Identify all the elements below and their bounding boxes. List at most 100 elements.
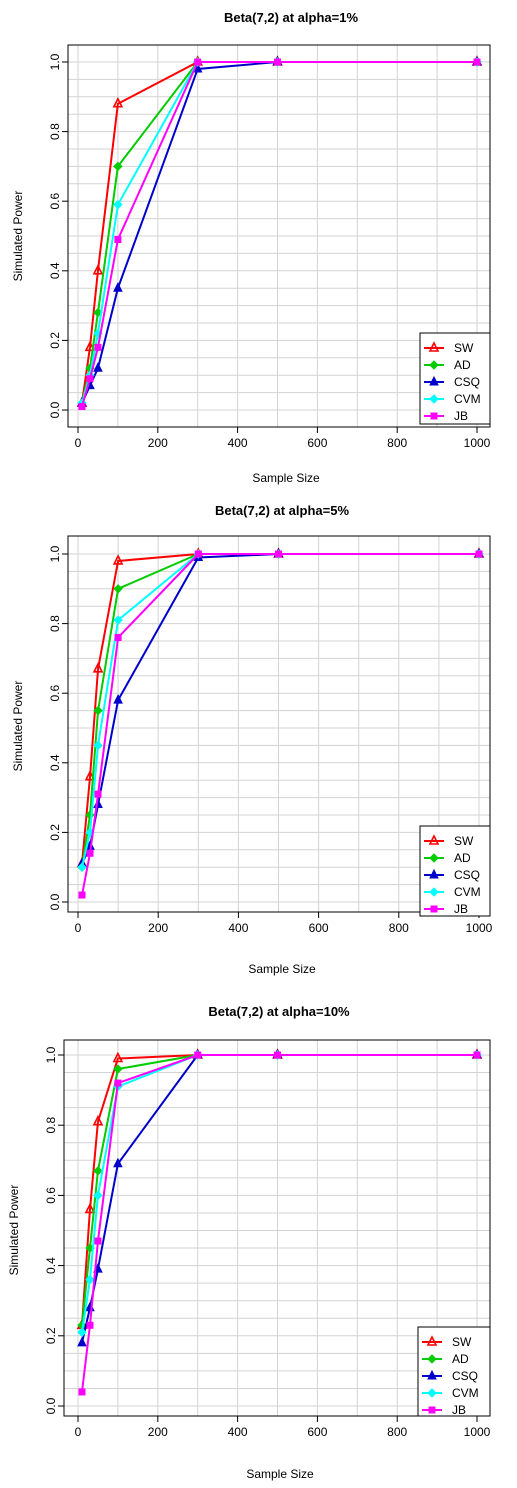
y-tick-label: 0.2 [48, 332, 62, 349]
data-point-cvm [113, 199, 123, 210]
y-tick-label: 0.0 [44, 1397, 58, 1414]
x-tick-label: 400 [228, 436, 248, 450]
data-point-jb [194, 1051, 202, 1059]
data-point-sw [92, 1114, 104, 1126]
legend-marker [429, 853, 439, 863]
y-tick-label: 0.8 [48, 615, 62, 632]
data-point-jb [86, 1321, 94, 1329]
legend-marker [429, 868, 439, 879]
legend-marker [427, 1369, 437, 1380]
legend-marker [429, 375, 439, 386]
legend-label: SW [452, 1335, 472, 1349]
data-point-jb [194, 58, 202, 66]
series-line-jb [81, 61, 477, 407]
y-tick-label: 0.8 [48, 123, 62, 140]
legend-item: AD [422, 1352, 469, 1366]
data-point-ad [93, 705, 103, 716]
data-point-sw [112, 554, 124, 565]
chart-title: Beta(7,2) at alpha=1% [224, 10, 358, 25]
x-tick-label: 800 [387, 1425, 407, 1439]
legend-marker [428, 834, 440, 845]
y-tick-label: 0.6 [48, 193, 62, 210]
plot-area: 0 200 400 600 800 1000 0.0 0.2 0.4 0.6 0.8 1.0 SW AD C… [44, 1039, 491, 1439]
series-jb [78, 1051, 481, 1396]
data-point-jb [86, 849, 94, 857]
y-tick-label: 0.0 [48, 401, 62, 418]
legend-label: AD [454, 851, 471, 865]
data-point-cvm [77, 862, 87, 872]
legend-label: CSQ [452, 1369, 478, 1383]
data-point-cvm [85, 1274, 95, 1285]
series-sw [76, 1048, 483, 1330]
data-point-jb [194, 550, 202, 558]
series-line-jb [81, 553, 479, 896]
series-line-cvm [81, 61, 477, 404]
x-tick-label: 800 [389, 921, 409, 935]
plot-area: 0 200 400 600 800 1000 0.0 0.2 0.4 0.6 0.8 1.0 SW AD C… [48, 44, 491, 450]
plot-area: 0 200 400 600 800 1000 0.0 0.2 0.4 0.6 0.8 1.0 SW AD C… [48, 535, 493, 935]
x-tick-label: 1000 [464, 1425, 491, 1439]
y-tick-label: 0.2 [44, 1327, 58, 1344]
y-tick-label: 0.4 [48, 262, 62, 279]
legend-item: CVM [424, 392, 481, 406]
data-point-ad [93, 1166, 103, 1176]
data-point-cvm [113, 615, 123, 625]
y-tick-label: 1.0 [48, 53, 62, 70]
data-point-jb [94, 343, 102, 351]
series-line-csq [81, 1054, 477, 1344]
chart-svg: Beta(7,2) at alpha=10% Sample Size Simul… [7, 1004, 491, 1481]
series-line-sw [80, 1054, 477, 1326]
series-line-ad [81, 61, 477, 404]
legend-label: JB [452, 1403, 466, 1417]
legend-marker [426, 1335, 438, 1346]
legend-label: SW [454, 834, 474, 848]
data-point-sw [84, 340, 96, 352]
series-cvm [77, 1050, 482, 1337]
series-line-sw [81, 61, 477, 404]
data-point-csq [93, 362, 103, 372]
legend-marker [429, 394, 439, 404]
legend-marker [430, 905, 438, 913]
legend-label: CSQ [454, 375, 480, 389]
grid [64, 1040, 490, 1416]
data-point-jb [275, 550, 282, 558]
legend-label: JB [454, 409, 468, 423]
legend-marker [428, 1406, 436, 1414]
y-tick-label: 1.0 [48, 545, 62, 562]
data-point-cvm [93, 1190, 103, 1201]
x-tick-label: 200 [148, 436, 168, 450]
series-sw [76, 547, 485, 868]
series-csq [77, 1048, 482, 1347]
legend-item: JB [424, 409, 468, 423]
y-tick-label: 0.6 [48, 685, 62, 702]
legend-item: SW [424, 341, 474, 355]
data-point-jb [78, 403, 86, 411]
x-tick-label: 200 [148, 921, 168, 935]
data-point-jb [114, 1079, 122, 1087]
data-point-csq [113, 282, 123, 292]
chart-panel-alpha-1: Beta(7,2) at alpha=1% Sample Size Simula… [0, 0, 517, 496]
y-tick-label: 0.2 [48, 824, 62, 841]
legend-item: JB [422, 1403, 466, 1417]
x-tick-label: 1000 [464, 436, 491, 450]
data-point-jb [274, 1051, 281, 1059]
legend-label: CVM [452, 1386, 479, 1400]
grid [68, 536, 490, 912]
series-jb [78, 58, 481, 411]
y-tick-label: 0.6 [44, 1187, 58, 1204]
legend-item: CSQ [424, 375, 480, 389]
data-point-cvm [77, 1327, 87, 1337]
legend-item: CSQ [424, 868, 480, 882]
legend-marker [430, 412, 438, 420]
x-tick-label: 0 [75, 436, 82, 450]
legend-marker [427, 1354, 437, 1364]
data-point-jb [78, 891, 86, 899]
x-tick-label: 400 [228, 921, 248, 935]
y-tick-label: 1.0 [44, 1046, 58, 1063]
legend-item: CVM [424, 885, 481, 899]
x-tick-label: 800 [387, 436, 407, 450]
x-tick-label: 0 [75, 1425, 82, 1439]
y-axis-label: Simulated Power [11, 191, 25, 282]
legend-marker [428, 341, 440, 352]
data-point-jb [78, 1388, 86, 1396]
